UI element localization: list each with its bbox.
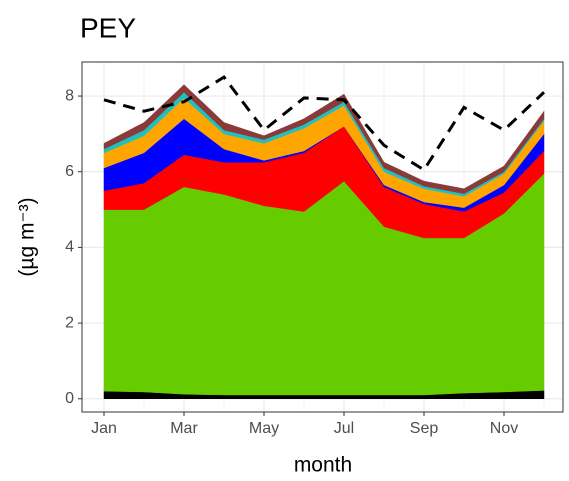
y-axis-title: (µg m⁻³) bbox=[16, 197, 39, 276]
x-tick-label: May bbox=[249, 420, 279, 437]
x-tick-label: Nov bbox=[490, 420, 518, 437]
y-tick-label: 0 bbox=[65, 390, 74, 407]
panel-border bbox=[81, 61, 564, 413]
y-tick-label: 8 bbox=[65, 87, 74, 104]
y-tick-label: 2 bbox=[65, 314, 74, 331]
x-axis-title: month bbox=[294, 454, 352, 477]
x-tick-label: Jul bbox=[334, 420, 354, 437]
line bbox=[103, 75, 546, 172]
chart-title: PEY bbox=[80, 12, 136, 43]
y-tick-label: 6 bbox=[65, 163, 74, 180]
x-tick-label: Sep bbox=[410, 420, 439, 437]
x-tick-label: Jan bbox=[91, 420, 117, 437]
x-tick-label: Mar bbox=[170, 420, 198, 437]
area bbox=[103, 84, 545, 194]
y-tick-label: 4 bbox=[65, 239, 74, 256]
